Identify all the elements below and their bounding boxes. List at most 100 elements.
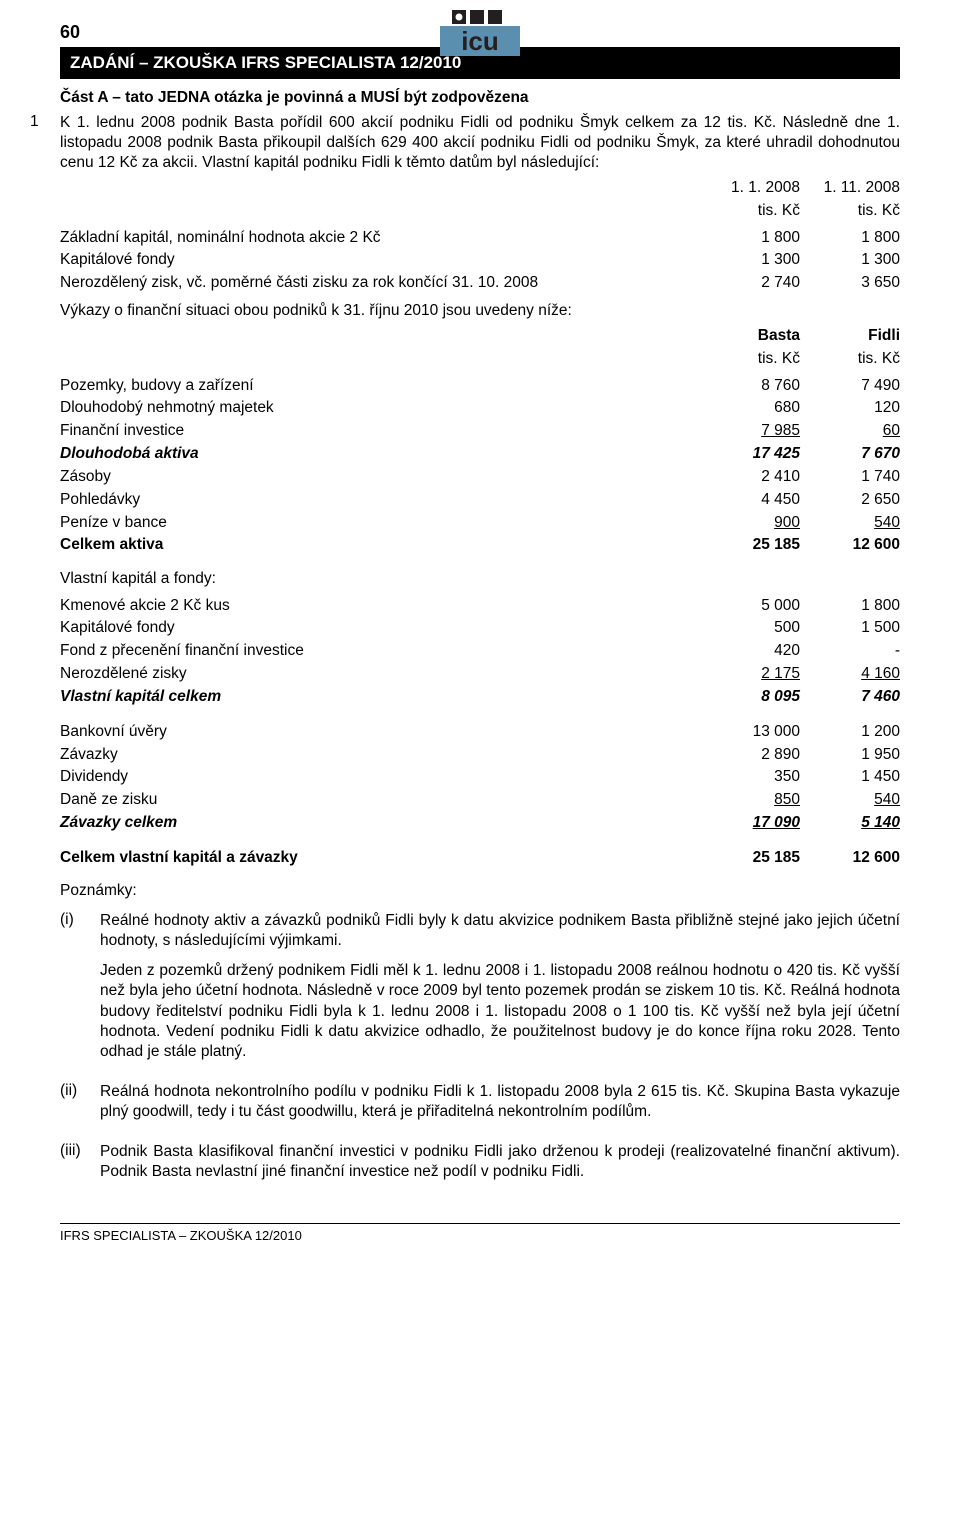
note-row: (i)Reálné hodnoty aktiv a závazků podnik… xyxy=(60,911,900,1072)
assets-table: Pozemky, budovy a zařízení8 7607 490 Dlou… xyxy=(60,374,900,557)
row-value-2: 5 140 xyxy=(800,812,900,835)
company-col-1: Basta xyxy=(700,324,800,347)
row-value-1: 25 185 xyxy=(700,534,800,557)
row-label: Celkem vlastní kapitál a závazky xyxy=(60,846,700,869)
dates-header-table: 1. 1. 2008 1. 11. 2008 tis. Kč tis. Kč xyxy=(60,176,900,222)
row-value-2: 540 xyxy=(800,789,900,812)
row-value-2: 1 800 xyxy=(800,226,900,249)
row-value-1: 7 985 xyxy=(700,420,800,443)
row-value-2: 540 xyxy=(800,511,900,534)
liabilities-table: Bankovní úvěry13 0001 200 Závazky2 8901 9… xyxy=(60,720,900,834)
intro-paragraph-2: Výkazy o finanční situaci obou podniků k… xyxy=(60,301,900,321)
equity-header: Vlastní kapitál a fondy: xyxy=(60,561,700,590)
row-value-2: 4 160 xyxy=(800,663,900,686)
row-label: Daně ze zisku xyxy=(60,789,700,812)
row-label: Celkem aktiva xyxy=(60,534,700,557)
note-key: (i) xyxy=(60,911,100,1072)
row-value-2: 1 200 xyxy=(800,720,900,743)
company-header-table: Basta Fidli tis. Kč tis. Kč xyxy=(60,324,900,370)
row-value-1: 500 xyxy=(700,617,800,640)
row-value-1: 13 000 xyxy=(700,720,800,743)
row-label: Závazky celkem xyxy=(60,812,700,835)
row-label: Vlastní kapitál celkem xyxy=(60,685,700,708)
row-value-2: 7 670 xyxy=(800,443,900,466)
row-label: Pohledávky xyxy=(60,488,700,511)
row-value-2: 7 460 xyxy=(800,685,900,708)
note-key: (iii) xyxy=(60,1142,100,1192)
row-value-1: 25 185 xyxy=(700,846,800,869)
row-value-2: 12 600 xyxy=(800,846,900,869)
row-label: Finanční investice xyxy=(60,420,700,443)
row-label: Závazky xyxy=(60,743,700,766)
row-value-1: 2 175 xyxy=(700,663,800,686)
row-label: Pozemky, budovy a zařízení xyxy=(60,374,700,397)
note-text: Reálná hodnota nekontrolního podílu v po… xyxy=(100,1082,900,1132)
row-label: Dlouhodobý nehmotný majetek xyxy=(60,397,700,420)
capital-table: Základní kapitál, nominální hodnota akci… xyxy=(60,226,900,294)
row-label: Zásoby xyxy=(60,465,700,488)
row-label: Kapitálové fondy xyxy=(60,617,700,640)
company-col-2: Fidli xyxy=(800,324,900,347)
section-a-title: Část A – tato JEDNA otázka je povinná a … xyxy=(60,89,900,107)
note-key: (ii) xyxy=(60,1082,100,1132)
row-value-2: 1 300 xyxy=(800,249,900,272)
row-value-2: 7 490 xyxy=(800,374,900,397)
row-value-1: 1 300 xyxy=(700,249,800,272)
row-label: Dividendy xyxy=(60,766,700,789)
notes-label: Poznámky: xyxy=(60,881,900,901)
unit-col-1b: tis. Kč xyxy=(700,347,800,370)
row-value-2: 2 650 xyxy=(800,488,900,511)
note-text: Reálné hodnoty aktiv a závazků podniků F… xyxy=(100,911,900,1072)
row-value-1: 680 xyxy=(700,397,800,420)
row-label: Bankovní úvěry xyxy=(60,720,700,743)
footer: IFRS SPECIALISTA – ZKOUŠKA 12/2010 xyxy=(60,1223,900,1243)
unit-col-2: tis. Kč xyxy=(800,199,900,222)
question-number: 1 xyxy=(30,113,39,131)
row-value-1: 8 760 xyxy=(700,374,800,397)
unit-col-1: tis. Kč xyxy=(700,199,800,222)
row-value-2: 60 xyxy=(800,420,900,443)
unit-col-2b: tis. Kč xyxy=(800,347,900,370)
row-label: Kmenové akcie 2 Kč kus xyxy=(60,594,700,617)
row-value-2: 1 950 xyxy=(800,743,900,766)
row-label: Nerozdělené zisky xyxy=(60,663,700,686)
note-text: Podnik Basta klasifikoval finanční inves… xyxy=(100,1142,900,1192)
row-value-1: 2 410 xyxy=(700,465,800,488)
row-value-1: 4 450 xyxy=(700,488,800,511)
row-value-1: 8 095 xyxy=(700,685,800,708)
row-value-1: 17 090 xyxy=(700,812,800,835)
note-row: (ii)Reálná hodnota nekontrolního podílu … xyxy=(60,1082,900,1132)
row-value-2: 3 650 xyxy=(800,272,900,295)
intro-paragraph-1: K 1. lednu 2008 podnik Basta pořídil 600… xyxy=(60,113,900,172)
svg-text:icu: icu xyxy=(461,26,499,56)
row-label: Kapitálové fondy xyxy=(60,249,700,272)
row-value-2: 1 740 xyxy=(800,465,900,488)
row-value-2: 12 600 xyxy=(800,534,900,557)
row-value-2: 1 450 xyxy=(800,766,900,789)
row-value-1: 5 000 xyxy=(700,594,800,617)
row-value-1: 2 890 xyxy=(700,743,800,766)
row-value-2: 1 800 xyxy=(800,594,900,617)
equity-table: Kmenové akcie 2 Kč kus5 0001 800 Kapitálo… xyxy=(60,594,900,708)
date-col-1: 1. 1. 2008 xyxy=(700,176,800,199)
row-value-1: 1 800 xyxy=(700,226,800,249)
date-col-2: 1. 11. 2008 xyxy=(800,176,900,199)
row-value-1: 350 xyxy=(700,766,800,789)
row-label: Fond z přecenění finanční investice xyxy=(60,640,700,663)
row-value-1: 420 xyxy=(700,640,800,663)
row-value-1: 850 xyxy=(700,789,800,812)
row-value-2: 120 xyxy=(800,397,900,420)
row-label: Nerozdělený zisk, vč. poměrné části zisk… xyxy=(60,272,700,295)
logo: icu xyxy=(440,10,520,60)
row-value-2: 1 500 xyxy=(800,617,900,640)
note-row: (iii)Podnik Basta klasifikoval finanční … xyxy=(60,1142,900,1192)
row-label: Dlouhodobá aktiva xyxy=(60,443,700,466)
row-value-1: 2 740 xyxy=(700,272,800,295)
total-table: Celkem vlastní kapitál a závazky25 18512… xyxy=(60,846,900,869)
row-value-1: 17 425 xyxy=(700,443,800,466)
row-value-2: - xyxy=(800,640,900,663)
row-label: Základní kapitál, nominální hodnota akci… xyxy=(60,226,700,249)
equity-header-row: Vlastní kapitál a fondy: xyxy=(60,561,900,590)
row-label: Peníze v bance xyxy=(60,511,700,534)
row-value-1: 900 xyxy=(700,511,800,534)
